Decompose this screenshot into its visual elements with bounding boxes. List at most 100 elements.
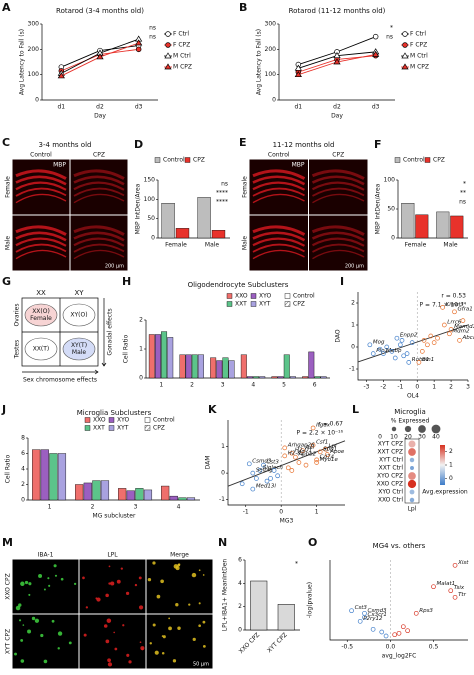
cell bbox=[18, 603, 22, 607]
legend-label: 30 bbox=[418, 434, 426, 441]
point-label: Robo1 bbox=[412, 357, 430, 363]
legend-label: M Ctrl bbox=[410, 53, 428, 60]
column-label: Merge bbox=[170, 552, 189, 559]
cell-oval bbox=[62, 337, 96, 361]
y-tick-label: 0 bbox=[21, 497, 25, 504]
x-tick-label: -1 bbox=[243, 509, 249, 516]
annotation: * bbox=[390, 25, 393, 32]
y-tick-label: 2 bbox=[351, 300, 355, 307]
annotation: ns bbox=[459, 199, 466, 206]
tissue bbox=[15, 193, 67, 204]
point-label: Ttr bbox=[458, 592, 467, 598]
bar bbox=[283, 354, 290, 379]
x-tick-label: 3 bbox=[221, 382, 225, 389]
tissue bbox=[252, 231, 306, 242]
y-tick-label: 2 bbox=[139, 317, 143, 324]
y-axis-label: MBP IntDen/Area bbox=[375, 183, 382, 234]
panel-letter: C bbox=[2, 136, 10, 149]
y-axis-label: Avg Latency to Fall (s) bbox=[256, 29, 263, 95]
x-tick-label: -3 bbox=[363, 384, 369, 391]
point bbox=[135, 46, 142, 53]
point bbox=[392, 355, 398, 361]
point-label: Lpl bbox=[329, 444, 338, 450]
cell bbox=[125, 591, 130, 596]
dot bbox=[409, 457, 415, 463]
x-axis-label: MG subcluster bbox=[93, 513, 136, 520]
x-tick-label: -0.5 bbox=[341, 644, 353, 651]
point-label: Plp1 bbox=[376, 348, 388, 354]
legend-label: XXT bbox=[235, 301, 247, 308]
tissue bbox=[252, 225, 306, 236]
point-label: Gfra1 bbox=[457, 306, 472, 312]
cell bbox=[161, 651, 165, 655]
row-label: XYO Ctrl bbox=[378, 489, 403, 496]
point bbox=[362, 614, 367, 620]
tissue bbox=[15, 231, 67, 242]
y-axis-label: -log(pvalue) bbox=[307, 582, 314, 618]
y-tick-label: 100 bbox=[144, 196, 156, 203]
point-label: Apbb2 bbox=[297, 452, 316, 458]
point-label: Selplg bbox=[256, 468, 273, 474]
point-label: Spp1 bbox=[323, 446, 337, 452]
point-label: Rps3 bbox=[419, 608, 433, 614]
cell bbox=[152, 623, 156, 627]
bar bbox=[154, 334, 161, 379]
point-label: Xist bbox=[457, 560, 469, 566]
panel-letter: N bbox=[218, 536, 227, 549]
cell bbox=[192, 637, 196, 641]
bar bbox=[277, 604, 295, 631]
cell bbox=[110, 581, 115, 586]
point-label: Lrrc6 bbox=[447, 320, 462, 326]
panel-letter: D bbox=[134, 138, 143, 151]
dot bbox=[408, 448, 416, 456]
bar bbox=[216, 360, 223, 379]
legend-label: Control bbox=[163, 157, 185, 164]
point bbox=[349, 608, 354, 614]
bar bbox=[118, 488, 127, 501]
y-tick-label: 0 bbox=[139, 375, 143, 382]
x-tick-label: d2 bbox=[333, 104, 341, 111]
tissue bbox=[311, 181, 365, 191]
legend-label: CPZ bbox=[153, 425, 165, 432]
x-tick-label: Male bbox=[205, 242, 220, 249]
image-title: 11-12 months old bbox=[273, 141, 335, 149]
cell bbox=[105, 593, 109, 598]
x-tick-label: d2 bbox=[96, 104, 104, 111]
cell bbox=[20, 639, 24, 642]
x-tick-label: 3 bbox=[134, 504, 138, 511]
legend-swatch bbox=[184, 157, 191, 163]
tissue bbox=[311, 231, 365, 242]
tissue bbox=[15, 237, 67, 247]
x-tick-label: 0 bbox=[279, 509, 283, 516]
point bbox=[271, 468, 277, 473]
cell-label: Male bbox=[72, 349, 87, 356]
point bbox=[289, 450, 295, 456]
panel-letter: H bbox=[122, 275, 131, 288]
point-label: Itgax bbox=[316, 422, 331, 428]
y-tick-label: 1 bbox=[221, 443, 225, 450]
cell-label: XY(T) bbox=[71, 342, 87, 349]
point bbox=[405, 628, 410, 634]
x-axis-label: OL4 bbox=[407, 393, 419, 400]
cell bbox=[168, 626, 172, 631]
stain-label: MBP bbox=[292, 162, 305, 169]
point bbox=[310, 425, 316, 431]
cell bbox=[24, 580, 29, 585]
cell bbox=[126, 653, 130, 657]
point bbox=[452, 309, 457, 315]
tissue bbox=[312, 187, 365, 197]
y-tick-label: 4 bbox=[21, 466, 25, 473]
point bbox=[296, 460, 302, 465]
point bbox=[404, 351, 410, 356]
legend-label: 40 bbox=[432, 434, 440, 441]
tissue bbox=[73, 237, 125, 247]
panel-letter: F bbox=[374, 138, 382, 151]
point bbox=[239, 481, 245, 487]
x-axis-label: MG3 bbox=[280, 518, 294, 525]
cell bbox=[57, 647, 60, 650]
bar bbox=[302, 376, 309, 379]
point bbox=[314, 460, 319, 465]
point bbox=[164, 63, 172, 70]
point bbox=[57, 72, 65, 79]
tissue bbox=[73, 231, 125, 242]
